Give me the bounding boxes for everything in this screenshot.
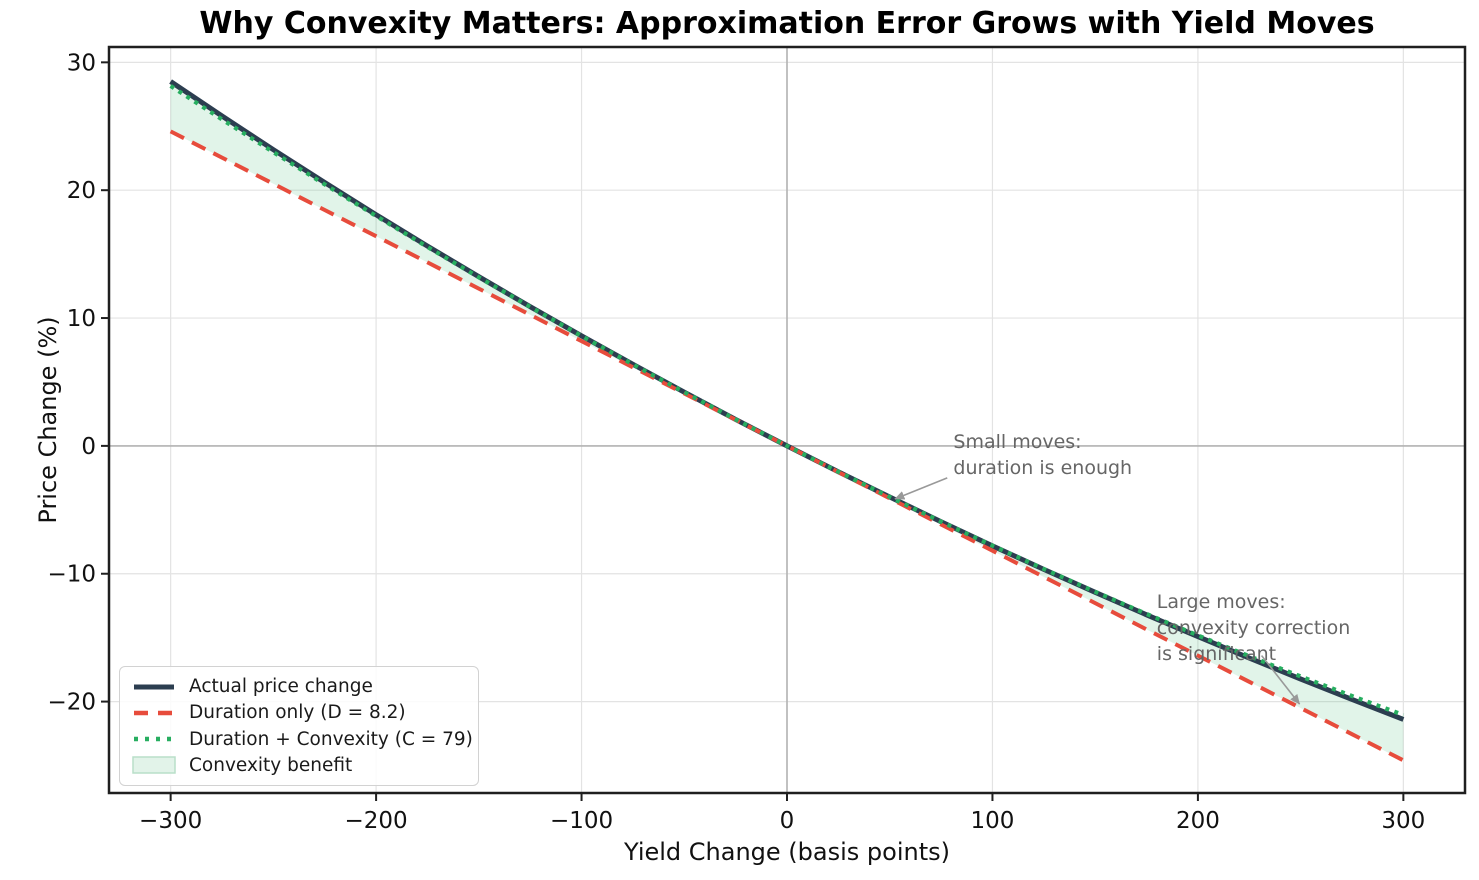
x-tick-label: −300 (139, 808, 202, 834)
legend-item-3: Convexity benefit (132, 755, 466, 776)
convexity-benefit-area (170, 81, 1404, 761)
legend-label: Actual price change (189, 676, 373, 698)
x-tick-label: −100 (550, 808, 613, 834)
legend-swatch-icon (132, 729, 176, 749)
y-axis-label: Price Change (%) (34, 316, 62, 523)
annotation-line: Large moves: (1157, 591, 1286, 613)
x-tick-label: 0 (780, 808, 795, 834)
legend-item-0: Actual price change (132, 676, 466, 697)
legend-item-1: Duration only (D = 8.2) (132, 702, 466, 723)
x-tick-label: 100 (971, 808, 1015, 834)
y-tick-label: 10 (67, 306, 96, 332)
x-tick-label: 200 (1176, 808, 1220, 834)
y-tick-label: −10 (47, 562, 96, 588)
annotations: Small moves: duration is enough Large move… (894, 431, 1350, 705)
x-axis-label: Yield Change (basis points) (623, 838, 950, 866)
y-tick-label: −20 (47, 690, 96, 716)
series-line-duration_convexity (169, 84, 1405, 717)
y-tick-label: 30 (67, 50, 96, 76)
legend-swatch-icon (132, 703, 176, 723)
legend-label: Convexity benefit (189, 754, 353, 776)
annotation-arrow (894, 477, 948, 500)
y-tick-label: 20 (67, 178, 96, 204)
annotation-line: is significant (1157, 643, 1276, 665)
legend-item-2: Duration + Convexity (C = 79) (132, 729, 473, 750)
annotation-line: duration is enough (953, 457, 1132, 479)
x-tick-label: 300 (1381, 808, 1425, 834)
annotation-line: convexity correction (1157, 617, 1350, 639)
legend-label: Duration only (D = 8.2) (189, 702, 406, 724)
x-tick-label: −200 (345, 808, 408, 834)
legend-swatch-icon (132, 755, 176, 775)
annotation-small-moves: Small moves: duration is enough (894, 431, 1132, 500)
annotation-arrow (1260, 655, 1301, 705)
chart-title: Why Convexity Matters: Approximation Err… (199, 6, 1374, 41)
series-lines (169, 79, 1405, 763)
legend-swatch-icon (132, 677, 176, 697)
annotation-line: Small moves: (953, 431, 1081, 453)
tick-marks (101, 61, 1405, 801)
annotation-large-moves: Large moves: convexity correction is signi… (1157, 591, 1350, 705)
y-tick-label: 0 (81, 434, 96, 460)
fill-convexity_benefit (170, 81, 1404, 761)
legend: Actual price change Duration only (D = 8.… (119, 666, 479, 786)
series-line-duration_only (169, 129, 1405, 763)
legend-label: Duration + Convexity (C = 79) (189, 728, 473, 750)
